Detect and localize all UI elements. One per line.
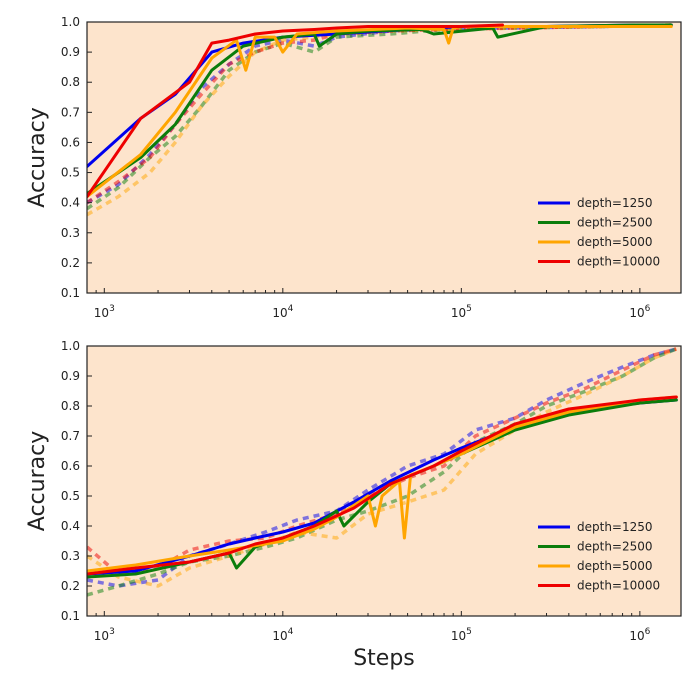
legend-label-depth-2500: depth=2500 xyxy=(577,216,653,230)
series-line-depth-10000-solid xyxy=(87,23,504,199)
series-line-depth-10000-solid xyxy=(87,395,678,576)
bottom-x-ticks: 103 104 105 106 xyxy=(86,611,651,643)
legend-label-depth-5000: depth=5000 xyxy=(577,559,653,573)
top-x-ticks: 103 104 105 106 xyxy=(86,288,651,320)
top-y-ticks: 0.1 0.2 0.3 0.4 0.5 0.6 0.7 0.8 0.9 1.0 xyxy=(61,15,92,300)
legend-label-depth-10000: depth=10000 xyxy=(577,255,660,269)
x-tick-label: 105 xyxy=(451,627,472,643)
top-plot-background xyxy=(87,22,681,293)
legend-label-depth-10000: depth=10000 xyxy=(577,579,660,593)
x-tick-label: 104 xyxy=(272,627,293,643)
legend-label-depth-1250: depth=1250 xyxy=(577,520,653,534)
y-tick-label: 0.2 xyxy=(61,579,80,593)
top-legend: depth=1250 depth=2500 depth=5000 depth=1000… xyxy=(538,196,660,269)
x-tick-label: 104 xyxy=(272,304,293,320)
bottom-plot-frame xyxy=(86,345,682,617)
top-y-axis-label: Accuracy xyxy=(25,107,50,207)
legend-label-depth-1250: depth=1250 xyxy=(577,196,653,210)
y-tick-label: 0.3 xyxy=(61,226,80,240)
series-line-depth-2500-solid xyxy=(87,23,673,196)
y-tick-label: 0.1 xyxy=(61,286,80,300)
bottom-y-axis-label: Accuracy xyxy=(25,431,50,531)
y-tick-label: 1.0 xyxy=(61,339,80,353)
x-tick-label: 106 xyxy=(629,627,650,643)
x-tick-label: 103 xyxy=(94,627,115,643)
x-tick-label: 106 xyxy=(629,304,650,320)
bottom-y-ticks: 0.1 0.2 0.3 0.4 0.5 0.6 0.7 0.8 0.9 1.0 xyxy=(61,339,92,623)
bottom-panel: 0.1 0.2 0.3 0.4 0.5 0.6 0.7 0.8 0.9 1.0 103 104 105… xyxy=(25,339,682,671)
bottom-solid-series xyxy=(87,395,678,579)
series-line-depth-5000-solid xyxy=(87,395,678,573)
bottom-legend: depth=1250 depth=2500 depth=5000 depth=1000… xyxy=(538,520,660,593)
y-tick-label: 0.4 xyxy=(61,519,80,533)
y-tick-label: 0.9 xyxy=(61,45,80,59)
y-tick-label: 0.9 xyxy=(61,369,80,383)
y-tick-label: 0.7 xyxy=(61,429,80,443)
top-panel: 0.1 0.2 0.3 0.4 0.5 0.6 0.7 0.8 0.9 1.0 103 104 105… xyxy=(25,15,682,320)
series-line-depth-1250-dashed xyxy=(87,347,677,588)
y-tick-label: 0.5 xyxy=(61,166,80,180)
y-tick-label: 0.1 xyxy=(61,609,80,623)
y-tick-label: 0.5 xyxy=(61,489,80,503)
top-solid-series xyxy=(87,23,673,199)
y-tick-label: 0.7 xyxy=(61,105,80,119)
y-tick-label: 0.8 xyxy=(61,75,80,89)
y-tick-label: 0.4 xyxy=(61,196,80,210)
y-tick-label: 0.2 xyxy=(61,256,80,270)
y-tick-label: 0.6 xyxy=(61,135,80,149)
y-tick-label: 1.0 xyxy=(61,15,80,29)
y-tick-label: 0.3 xyxy=(61,549,80,563)
x-tick-label: 103 xyxy=(94,304,115,320)
y-tick-label: 0.6 xyxy=(61,459,80,473)
legend-label-depth-5000: depth=5000 xyxy=(577,235,653,249)
y-tick-label: 0.8 xyxy=(61,399,80,413)
bottom-x-axis-label: Steps xyxy=(353,646,415,671)
series-line-depth-10000-dashed xyxy=(87,347,677,576)
x-tick-label: 105 xyxy=(451,304,472,320)
legend-label-depth-2500: depth=2500 xyxy=(577,540,653,554)
top-plot-frame xyxy=(86,21,682,294)
